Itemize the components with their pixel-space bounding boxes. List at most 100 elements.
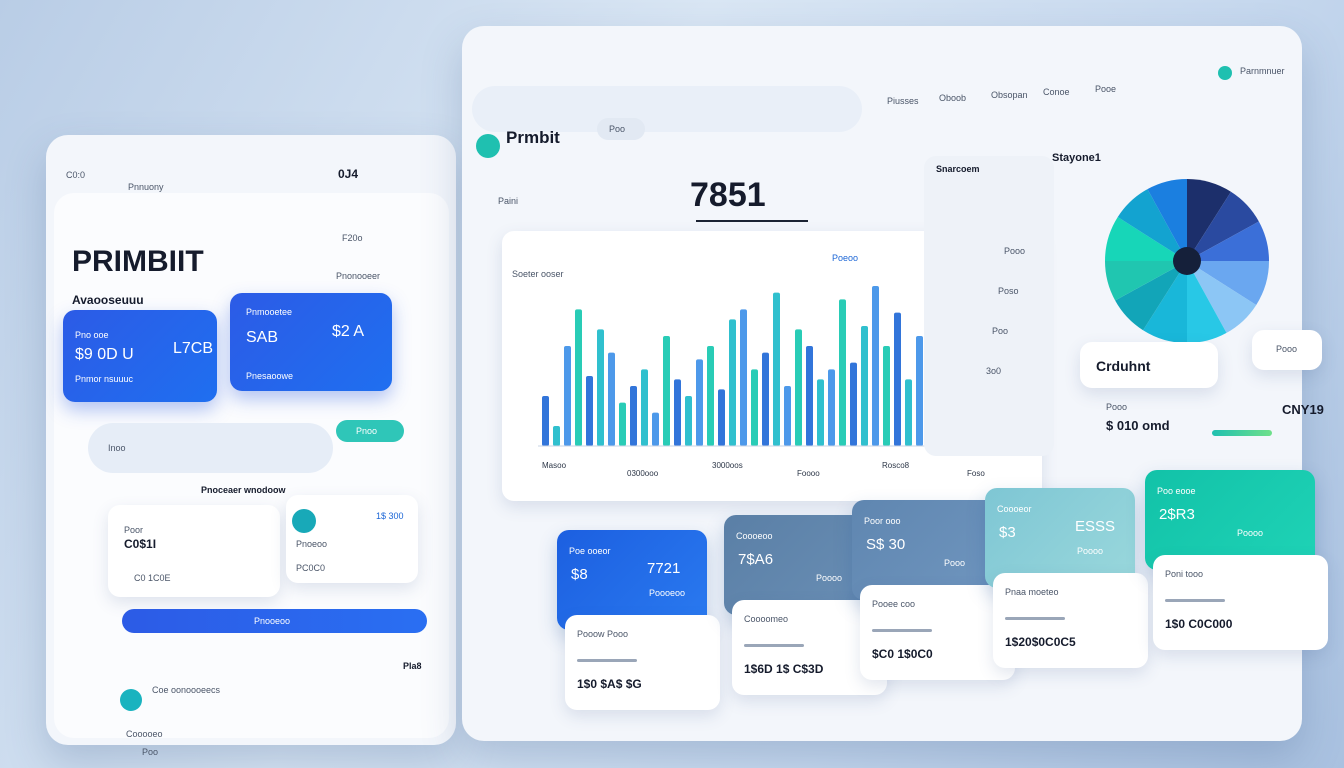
dashboard-panel: Prmbit Poo Parnmnuer Paini 7851 Soeter o… bbox=[462, 26, 1328, 741]
status: 0J4 bbox=[338, 167, 359, 181]
detail-bar bbox=[1165, 599, 1225, 602]
item-card[interactable]: 1$ 300 Pnoeoo PC0C0 bbox=[286, 495, 418, 583]
card-value: 7$A6 bbox=[738, 551, 774, 568]
card-value: ESSS bbox=[1075, 518, 1116, 535]
item-foot: C0 1C0E bbox=[134, 573, 171, 583]
detail-value: 1$6D 1$ C$3D bbox=[744, 662, 824, 676]
card-label: Pnmooetee bbox=[246, 307, 293, 317]
bar bbox=[542, 396, 549, 446]
item-value: 1$ 300 bbox=[376, 511, 404, 521]
bar bbox=[564, 346, 571, 446]
metric-card[interactable]: Poe ooeor $8 7721 Poooeoo bbox=[557, 530, 707, 630]
pie-label: Crduhnt bbox=[1096, 358, 1151, 374]
bar bbox=[850, 362, 857, 446]
card-label: Coooeor bbox=[997, 504, 1032, 514]
card-value: 2$R3 bbox=[1159, 506, 1195, 523]
stat-value: $ 010 omd bbox=[1106, 418, 1170, 433]
bar bbox=[784, 386, 791, 446]
card-value: SAB bbox=[246, 329, 279, 346]
bar bbox=[575, 309, 582, 446]
detail-label: Coooomeo bbox=[744, 614, 789, 624]
bar bbox=[883, 346, 890, 446]
pie-slice bbox=[1187, 261, 1227, 343]
bar bbox=[586, 376, 593, 446]
bar bbox=[751, 369, 758, 446]
bar bbox=[916, 336, 923, 446]
nav-item[interactable]: Pooe bbox=[1095, 84, 1117, 94]
pie-center bbox=[1173, 247, 1201, 275]
bar bbox=[828, 369, 835, 446]
phone-panel: C0:0 Pnnuony 0J4 F20o PRIMBIIT Avaooseuu… bbox=[46, 135, 456, 757]
search[interactable]: Poo bbox=[597, 118, 645, 140]
bar bbox=[905, 379, 912, 446]
card-foot: Pnesaoowe bbox=[246, 371, 294, 381]
stat-label: Pooo bbox=[1106, 402, 1128, 412]
underline bbox=[696, 220, 808, 222]
nav-item[interactable]: Piusses bbox=[887, 96, 919, 106]
pie-slice bbox=[1187, 261, 1269, 305]
detail-value: 1$0 $A$ $G bbox=[577, 677, 642, 691]
card-value: $8 bbox=[571, 566, 588, 583]
metric-card[interactable]: Coooeor $3 ESSS Poooo bbox=[985, 488, 1135, 588]
item-card[interactable]: Poor C0$1I C0 1C0E bbox=[108, 505, 280, 597]
pie-slice bbox=[1143, 261, 1187, 343]
item-value: C0$1I bbox=[124, 537, 157, 551]
detail-label: Pooow Pooo bbox=[577, 629, 629, 639]
card-sub: Pooo bbox=[944, 558, 966, 568]
footer-text: Cooooeo bbox=[126, 729, 163, 739]
pie-title: Stayone1 bbox=[1052, 152, 1101, 164]
pie-slice bbox=[1117, 189, 1187, 261]
side-label: 3o0 bbox=[986, 366, 1002, 376]
detail-bar bbox=[872, 629, 932, 632]
pie-slice bbox=[1105, 261, 1187, 301]
card-detail: Pnaa moeteo 1$20$0C0C5 bbox=[993, 573, 1148, 668]
metric-card[interactable]: Poo eooe 2$R3 Poooo bbox=[1145, 470, 1315, 570]
card-value: $9 0D U bbox=[75, 346, 134, 363]
bar bbox=[740, 309, 747, 446]
header-right: F20o bbox=[342, 233, 363, 243]
pie-slice bbox=[1187, 179, 1231, 261]
toggle[interactable]: Pnoo bbox=[336, 420, 404, 442]
bar bbox=[795, 329, 802, 446]
tag: Pnonooeer bbox=[336, 271, 381, 281]
card[interactable]: Pno ooe $9 0D U L7CB Pnmor nsuuuc bbox=[63, 310, 217, 402]
nav-item[interactable]: Conoe bbox=[1043, 87, 1070, 97]
icon bbox=[120, 689, 142, 711]
pie-badge-text: Pooo bbox=[1276, 344, 1298, 354]
bar bbox=[894, 312, 901, 446]
button[interactable]: Pnooeoo bbox=[122, 609, 427, 633]
detail-label: Pooee coo bbox=[872, 599, 916, 609]
x-label: 0300ooo bbox=[627, 469, 659, 478]
footer-right: Pla8 bbox=[403, 661, 422, 671]
card-label: Pno ooe bbox=[75, 330, 109, 340]
nav-item[interactable]: Obsopan bbox=[991, 90, 1028, 100]
bar bbox=[806, 346, 813, 446]
pie-slice bbox=[1115, 261, 1187, 331]
detail-value: $C0 1$0C0 bbox=[872, 647, 933, 661]
bar bbox=[553, 426, 560, 446]
metric-card[interactable]: Poor ooo S$ 30 Pooo bbox=[852, 500, 1002, 600]
metric-card[interactable]: Coooeoo 7$A6 Poooo bbox=[724, 515, 874, 615]
search-text: Poo bbox=[609, 124, 626, 134]
search-bar[interactable]: Inoo bbox=[88, 423, 333, 473]
x-label: Foooo bbox=[797, 469, 820, 478]
card-sub: Poooo bbox=[1077, 546, 1104, 556]
card[interactable]: Pnmooetee SAB $2 A Pnesaoowe bbox=[230, 293, 392, 391]
card-detail: Pooow Pooo 1$0 $A$ $G bbox=[565, 615, 720, 710]
nav-item[interactable]: Oboob bbox=[939, 93, 967, 103]
toggle-text: Pnoo bbox=[356, 426, 378, 436]
bar bbox=[718, 389, 725, 446]
chart-link[interactable]: Poeoo bbox=[832, 253, 859, 263]
bar bbox=[817, 379, 824, 446]
detail-bar bbox=[577, 659, 637, 662]
x-label: Masoo bbox=[542, 461, 567, 470]
card-foot: Pnmor nsuuuc bbox=[75, 374, 134, 384]
bar bbox=[685, 396, 692, 446]
detail-value: 1$0 C0C000 bbox=[1165, 617, 1233, 631]
item-foot: PC0C0 bbox=[296, 563, 326, 573]
pie-slice bbox=[1105, 217, 1187, 261]
pie-badge: Pooo bbox=[1252, 330, 1322, 370]
detail-value: 1$20$0C0C5 bbox=[1005, 635, 1076, 649]
bar bbox=[696, 359, 703, 446]
